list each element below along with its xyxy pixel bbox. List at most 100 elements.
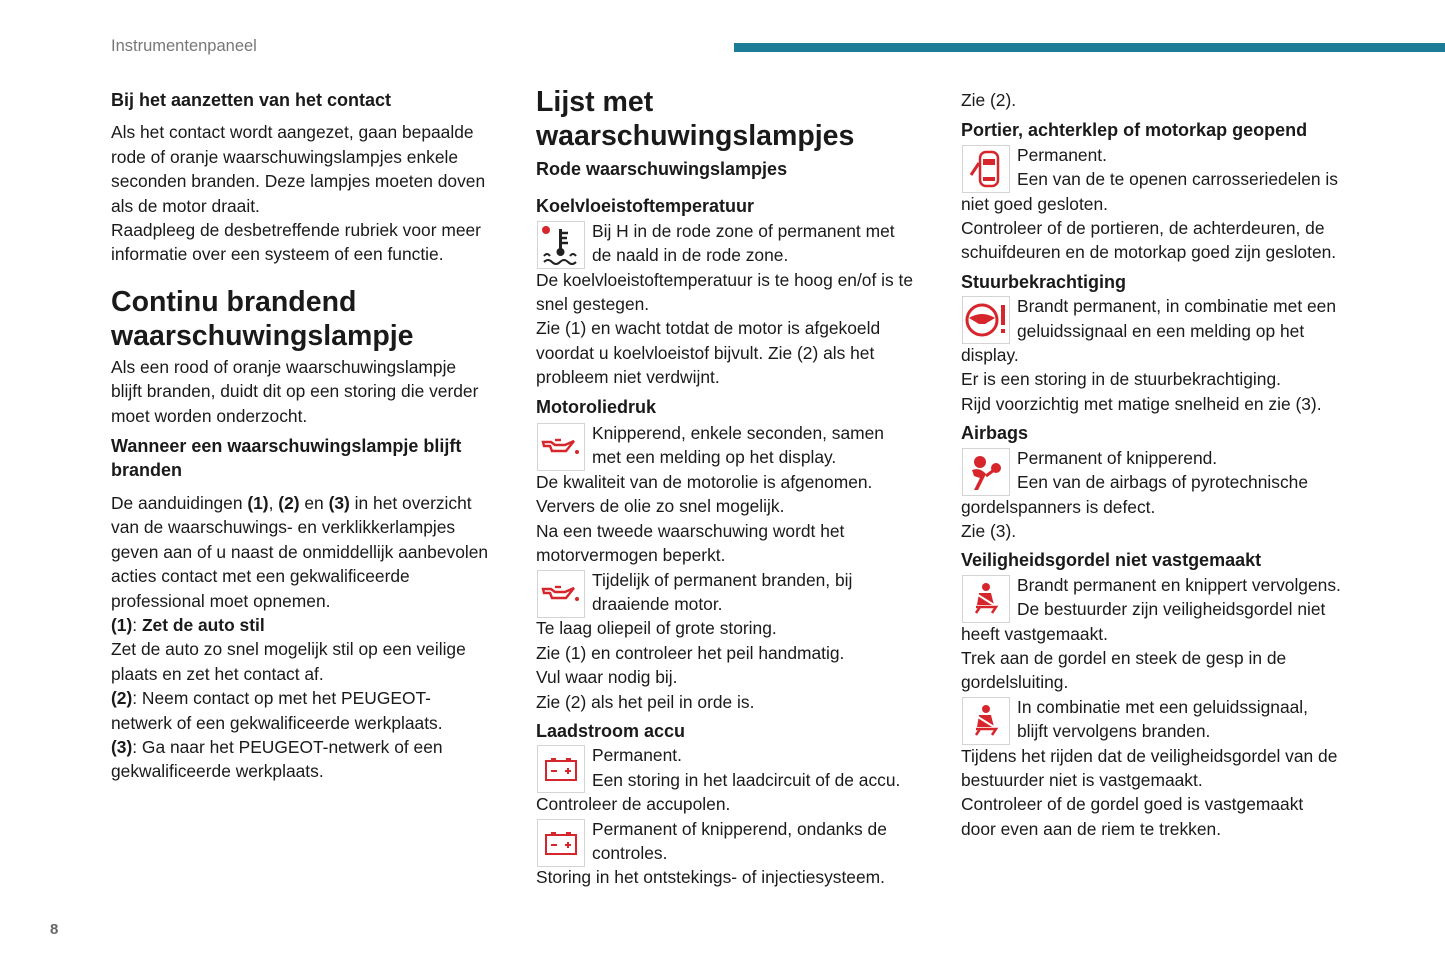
text-line: Permanent of knipperend, ondanks de [592, 818, 887, 839]
subheading: Motoroliedruk [536, 395, 956, 419]
section-heading: Lijst met waarschuwingslampjes [536, 85, 956, 153]
subheading: Laadstroom accu [536, 719, 956, 743]
warning-lamp-entry: Bij H in de rode zone of permanent met de… [536, 219, 956, 269]
bold-reference: (1) [111, 614, 133, 635]
column-2: Lijst met waarschuwingslampjes Rode waarsc… [536, 85, 956, 890]
column-1: Bij het aanzetten van het contact Als het… [111, 88, 531, 784]
text-line: Zie (2) als het peil in orde is. [536, 691, 755, 712]
paragraph: Zie (2). [961, 88, 1381, 112]
door-open-icon [962, 144, 1010, 193]
text-line: gordelspanners is defect. [961, 496, 1156, 517]
text-line: In combinatie met een geluidssignaal, [1017, 696, 1308, 717]
text-line: Continu brandend [111, 285, 357, 318]
paragraph: display. Er is een storing in de stuurbek… [961, 343, 1381, 416]
warning-lamp-entry: Brandt permanent, in combinatie met een g… [961, 294, 1381, 345]
text-line: voordat u koelvloeistof bijvult. Zie (2)… [536, 342, 875, 363]
text-line: geven aan of u naast de onmiddellijk aan… [111, 541, 489, 562]
bold-reference: (1) [247, 492, 269, 513]
text-line: snel gestegen. [536, 294, 650, 315]
text-line: Als een rood of oranje waarschuwingslamp… [111, 356, 457, 377]
text-line: Een van de airbags of pyrotechnische [1017, 472, 1308, 493]
text-line: Brandt permanent, in combinatie met een [1017, 296, 1337, 317]
text-line: geluidssignaal en een melding op het [1017, 320, 1305, 341]
section-heading: Continu brandend waarschuwingslampje [111, 285, 531, 353]
bold-reference: (3) [111, 736, 133, 757]
subheading: Stuurbekrachtiging [961, 270, 1381, 294]
text-line: Koelvloeistoftemperatuur [536, 196, 755, 217]
text-line: moet worden onderzocht. [111, 405, 308, 426]
subheading: Koelvloeistoftemperatuur [536, 194, 956, 218]
warning-lamp-entry: Permanent of knipperend. Een van de airba… [961, 446, 1381, 496]
page-number: 8 [50, 921, 59, 938]
warning-lamp-entry: Permanent. Een van de te openen carrosser… [961, 143, 1381, 193]
text-line: De kwaliteit van de motorolie is afgenom… [536, 471, 873, 492]
text-line: Zie (2). [961, 90, 1017, 110]
warning-lamp-entry: Permanent of knipperend, ondanks de contr… [536, 817, 956, 867]
paragraph: Als het contact wordt aangezet, gaan bep… [111, 120, 531, 266]
text-line: Storing in het ontstekings- of injecties… [536, 867, 885, 888]
text-span: : Neem contact op met het PEUGEOT- [132, 688, 431, 709]
bold-reference: (3) [328, 492, 350, 513]
bold-reference: Zet de auto stil [141, 614, 265, 635]
paragraph: De kwaliteit van de motorolie is afgenom… [536, 470, 956, 568]
text-line: Permanent. [1017, 144, 1107, 165]
text-line: probleem niet verdwijnt. [536, 367, 720, 388]
text-line: niet goed gesloten. [961, 193, 1108, 214]
text-line: Ververs de olie zo snel mogelijk. [536, 496, 785, 517]
text-line: plaats en zet het contact af. [111, 663, 324, 684]
text-line: Er is een storing in de stuurbekrachtigi… [961, 369, 1281, 390]
text-line: De koelvloeistoftemperatuur is te hoog e… [536, 269, 914, 290]
bold-reference: (2) [278, 492, 300, 513]
text-line: gekwalificeerde werkplaats. [111, 761, 324, 782]
text-line: Veiligheidsgordel niet vastgemaakt [961, 550, 1262, 571]
paragraph: Storing in het ontstekings- of injecties… [536, 865, 956, 889]
text-line: motorvermogen beperkt. [536, 545, 726, 566]
text-line: Controleer of de portieren, de achterdeu… [961, 218, 1325, 239]
text-line: Wanneer een waarschuwingslampje blijft [111, 436, 462, 457]
airbag-icon [962, 447, 1010, 496]
text-line: Te laag oliepeil of grote storing. [536, 618, 777, 639]
text-line: Een van de te openen carrosseriedelen is [1017, 169, 1338, 190]
text-span: en [299, 492, 329, 513]
text-line: waarschuwingslampje [111, 319, 414, 352]
text-line: Tijdens het rijden dat de veiligheidsgor… [961, 745, 1338, 766]
paragraph: Als een rood of oranje waarschuwingslamp… [111, 355, 531, 428]
text-line: Portier, achterklep of motorkap geopend [961, 120, 1308, 141]
text-line: Na een tweede waarschuwing wordt het [536, 520, 845, 541]
oil-pressure-icon [537, 423, 585, 472]
battery-icon [537, 818, 585, 867]
text-line: waarschuwingslampjes [536, 120, 855, 152]
text-line: De aanduidingen (1), (2) en (3) in het o… [111, 491, 531, 515]
text-line: Een storing in het laadcircuit of de acc… [592, 769, 901, 790]
text-line: Bij H in de rode zone of permanent met [592, 220, 895, 241]
text-line: bestuurder niet is vastgemaakt. [961, 769, 1203, 790]
warning-lamp-entry: In combinatie met een geluidssignaal, bli… [961, 695, 1381, 745]
bold-reference: (2) [111, 688, 133, 709]
subheading: Veiligheidsgordel niet vastgemaakt [961, 548, 1381, 572]
text-line: controles. [592, 842, 668, 863]
subheading: Wanneer een waarschuwingslampje blijft br… [111, 434, 531, 483]
text-line: Zie (3). [961, 520, 1017, 541]
column-3: Zie (2). Portier, achterklep of motorkap … [961, 88, 1381, 841]
seatbelt-icon [962, 696, 1010, 745]
text-line: (3): Ga naar het PEUGEOT-netwerk of een [111, 735, 531, 759]
text-line: rode of oranje waarschuwingslampjes enke… [111, 146, 459, 167]
warning-lamp-entry: Brandt permanent en knippert vervolgens.… [961, 573, 1381, 623]
paragraph: Tijdens het rijden dat de veiligheidsgor… [961, 744, 1381, 842]
text-line: Tijdelijk of permanent branden, bij [592, 569, 853, 590]
paragraph: gordelspanners is defect. Zie (3). [961, 495, 1381, 544]
subheading: Airbags [961, 421, 1381, 445]
text-line: Rijd voorzichtig met matige snelheid en … [961, 393, 1322, 414]
text-line: Raadpleeg de desbetreffende rubriek voor… [111, 220, 481, 241]
text-line: De bestuurder zijn veiligheidsgordel nie… [1017, 599, 1326, 620]
text-line: Zie (1) en controleer het peil handmatig… [536, 642, 845, 663]
text-span: , [268, 492, 279, 513]
warning-lamp-entry: Knipperend, enkele seconden, samen met ee… [536, 421, 956, 472]
text-line: blijft branden, duidt dit op een storing… [111, 381, 479, 402]
text-line: Motoroliedruk [536, 396, 656, 417]
text-line: (1): Zet de auto stil [111, 613, 531, 637]
seatbelt-icon [962, 574, 1010, 623]
paragraph: niet goed gesloten. Controleer of de port… [961, 192, 1381, 265]
paragraph: Controleer de accupolen. [536, 792, 956, 816]
header-accent-bar [734, 43, 1445, 52]
